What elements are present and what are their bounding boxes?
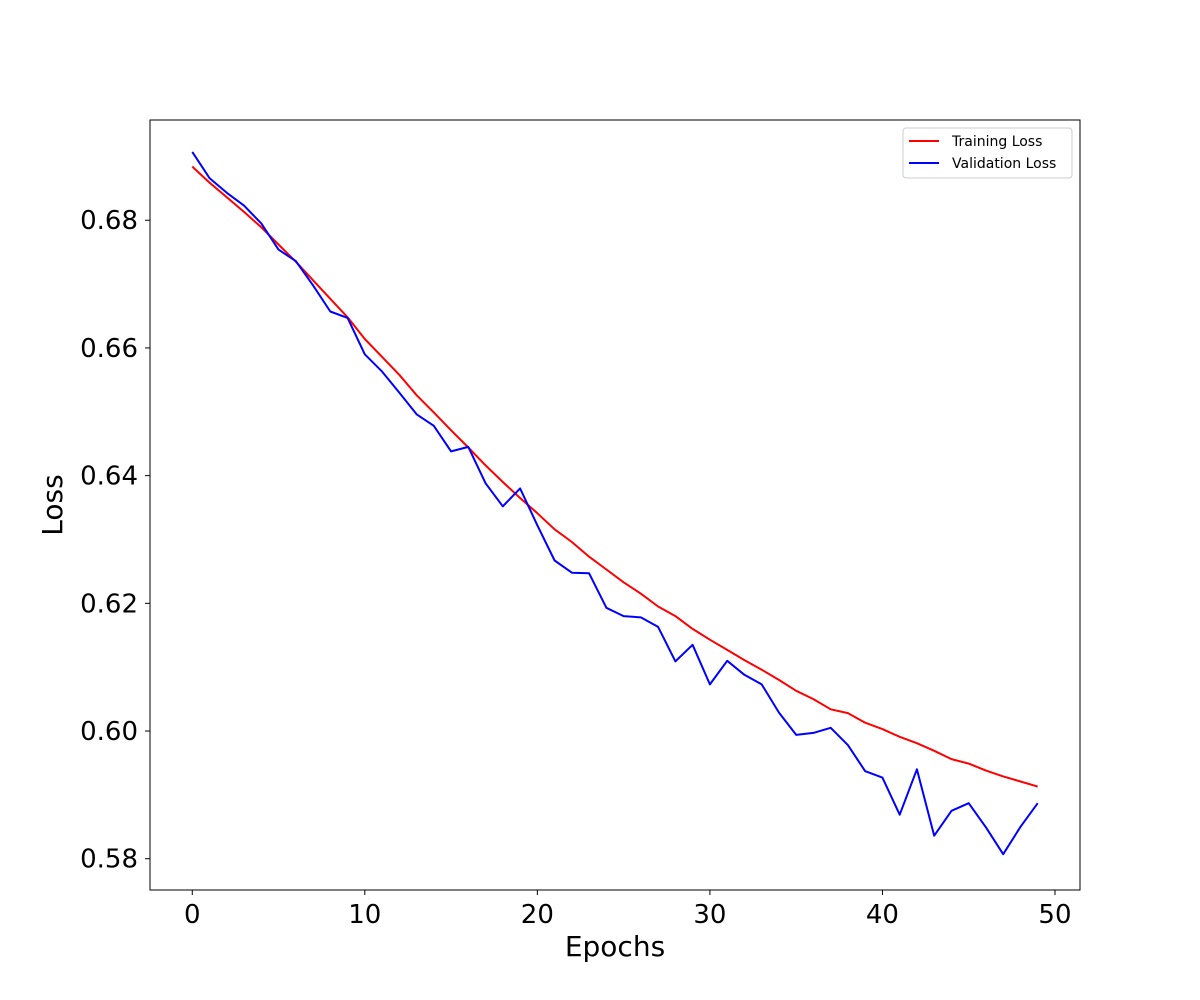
y-axis-ticks: 0.58 0.60 0.62 0.64 0.66 0.68 [80,206,150,875]
x-tick-label: 10 [348,900,381,930]
x-tick-label: 40 [866,900,899,930]
legend-label-validation-loss: Validation Loss [952,156,1056,172]
y-tick-label: 0.66 [80,334,138,364]
series-line-validation-loss [191,151,1039,856]
legend: Training Loss Validation Loss [902,127,1073,179]
y-tick-label: 0.62 [80,589,138,619]
x-tick-label: 30 [693,900,726,930]
x-tick-label: 50 [1038,900,1071,930]
y-axis-title: Loss [36,474,69,535]
x-axis-ticks: 0 10 20 30 40 50 [184,890,1072,930]
series-line-training-loss [191,165,1038,788]
x-axis-title: Epochs [565,930,665,963]
legend-label-training-loss: Training Loss [951,134,1042,150]
y-tick-label: 0.64 [80,462,138,492]
y-tick-label: 0.58 [80,845,138,875]
plot-area-frame [149,119,1081,891]
legend-box [902,127,1073,179]
x-tick-label: 20 [521,900,554,930]
y-tick-label: 0.60 [80,717,138,747]
x-tick-label: 0 [184,900,201,930]
series-layer [191,151,1039,856]
y-tick-label: 0.68 [80,206,138,236]
